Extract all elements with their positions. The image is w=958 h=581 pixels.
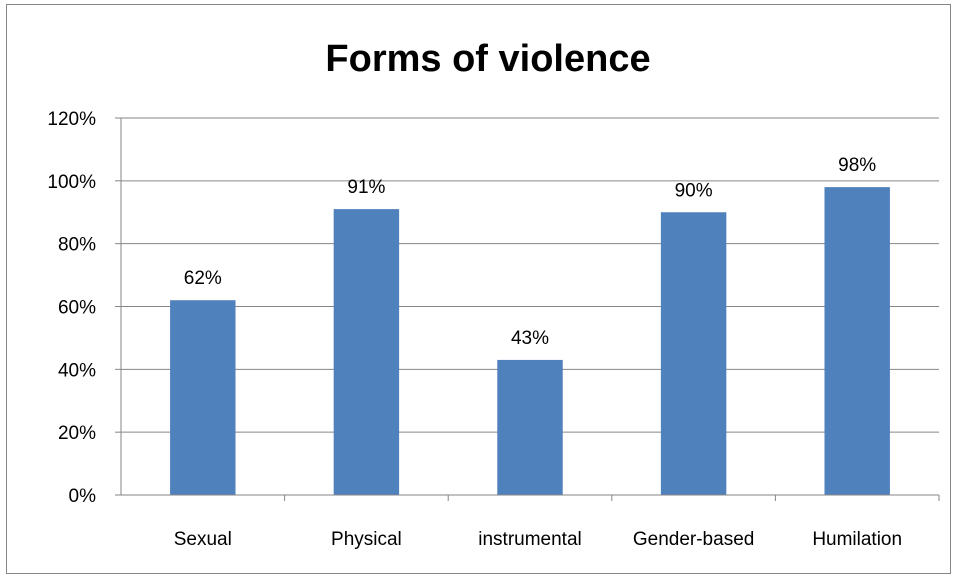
y-tick-label: 100%	[47, 172, 96, 193]
y-tick-label: 40%	[58, 360, 96, 381]
x-tick-label: Humilation	[812, 529, 902, 550]
y-axis-ticks: 0% 20% 40% 60% 80% 100% 120%	[47, 109, 96, 507]
x-tick-label: Gender-based	[633, 529, 754, 550]
y-tick-label: 80%	[58, 235, 96, 256]
y-tick-label: 20%	[58, 423, 96, 444]
bar	[333, 209, 400, 495]
data-label: 91%	[347, 177, 385, 198]
bars	[170, 187, 890, 495]
data-label: 62%	[184, 268, 222, 289]
data-label: 43%	[511, 328, 549, 349]
x-axis-ticks: Sexual Physical instrumental Gender-based Hu…	[121, 494, 939, 550]
y-tick-label: 120%	[47, 109, 96, 130]
bar	[660, 212, 727, 495]
x-tick-label: instrumental	[478, 529, 582, 550]
x-tick-label: Physical	[331, 529, 402, 550]
x-tick-label: Sexual	[174, 529, 232, 550]
data-label: 98%	[838, 155, 876, 176]
data-label: 90%	[675, 180, 713, 201]
y-tick-label: 60%	[58, 298, 96, 319]
chart-frame	[6, 4, 951, 574]
bar	[497, 359, 563, 495]
bar	[824, 187, 890, 495]
bar	[170, 300, 236, 495]
y-tick-label: 0%	[69, 486, 97, 507]
chart-title: Forms of violence	[325, 38, 650, 80]
data-labels: 62% 91% 43% 90% 98%	[184, 155, 877, 349]
